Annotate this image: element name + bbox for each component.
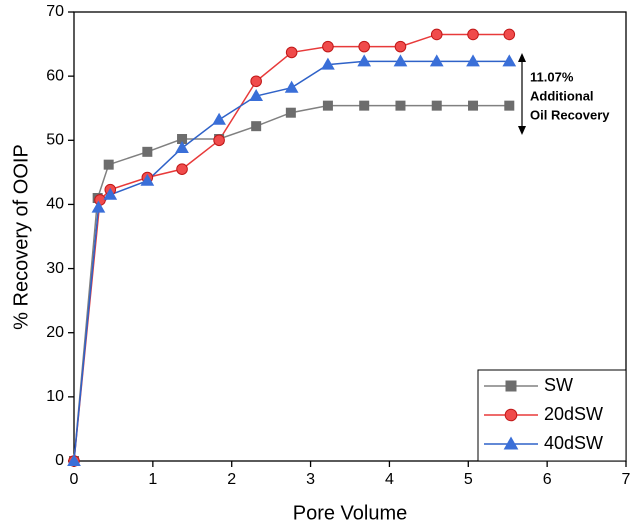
y-tick-label: 40 [46, 196, 64, 213]
data-point [394, 40, 407, 53]
legend-marker [505, 380, 517, 392]
legend-marker [503, 436, 519, 450]
data-point [395, 100, 406, 111]
data-point [285, 107, 296, 118]
data-point [175, 140, 189, 153]
x-tick-label: 7 [622, 471, 631, 488]
data-point [429, 54, 444, 67]
y-tick-label: 10 [46, 388, 64, 405]
y-axis-title: % Recovery of OOIP [10, 144, 32, 330]
data-point [321, 57, 335, 70]
data-point [322, 40, 334, 53]
data-point [393, 54, 408, 67]
data-point [431, 100, 442, 111]
y-tick-label: 0 [55, 452, 64, 469]
x-tick-label: 2 [227, 471, 236, 488]
data-point [358, 40, 370, 53]
annotation-text: Oil Recovery [530, 107, 610, 122]
data-point [91, 200, 106, 213]
data-point [502, 54, 517, 67]
data-point [140, 173, 155, 186]
legend-label: 40dSW [544, 433, 603, 453]
x-axis-title: Pore Volume [293, 502, 408, 524]
annotation-text: Additional [530, 88, 594, 103]
data-point [212, 112, 226, 125]
y-tick-label: 60 [46, 67, 64, 84]
data-point [504, 100, 515, 111]
data-point [213, 134, 225, 147]
data-point [251, 121, 262, 132]
data-point [468, 100, 479, 111]
plot-frame [73, 11, 627, 462]
x-tick-label: 6 [543, 471, 552, 488]
y-tick-label: 70 [46, 3, 64, 20]
data-point [249, 89, 264, 102]
data-point [322, 100, 333, 111]
y-tick-label: 50 [46, 132, 64, 149]
data-point [466, 54, 480, 67]
data-point [250, 75, 262, 88]
y-tick-label: 20 [46, 324, 64, 341]
data-point [467, 28, 479, 41]
legend-label: SW [544, 375, 573, 395]
series-line [73, 60, 510, 462]
data-point [103, 159, 114, 170]
annotation-arrow [518, 53, 526, 135]
series-line [73, 33, 510, 462]
data-point [285, 46, 298, 59]
data-point [67, 453, 81, 466]
x-tick-label: 3 [306, 471, 315, 488]
x-tick-label: 1 [148, 471, 157, 488]
series-line [73, 104, 510, 462]
x-tick-label: 4 [385, 471, 394, 488]
annotation-text: 11.07% [530, 69, 574, 84]
data-point [503, 28, 516, 41]
data-point [284, 80, 299, 93]
x-tick-label: 0 [70, 471, 79, 488]
y-tick-label: 30 [46, 260, 64, 277]
data-point [359, 100, 370, 111]
legend-label: 20dSW [544, 404, 603, 424]
data-point [103, 187, 118, 200]
data-point [430, 28, 443, 41]
x-tick-label: 5 [464, 471, 473, 488]
data-point [176, 163, 188, 175]
legend-marker [504, 408, 518, 422]
data-point [142, 146, 153, 157]
data-point [357, 54, 372, 67]
